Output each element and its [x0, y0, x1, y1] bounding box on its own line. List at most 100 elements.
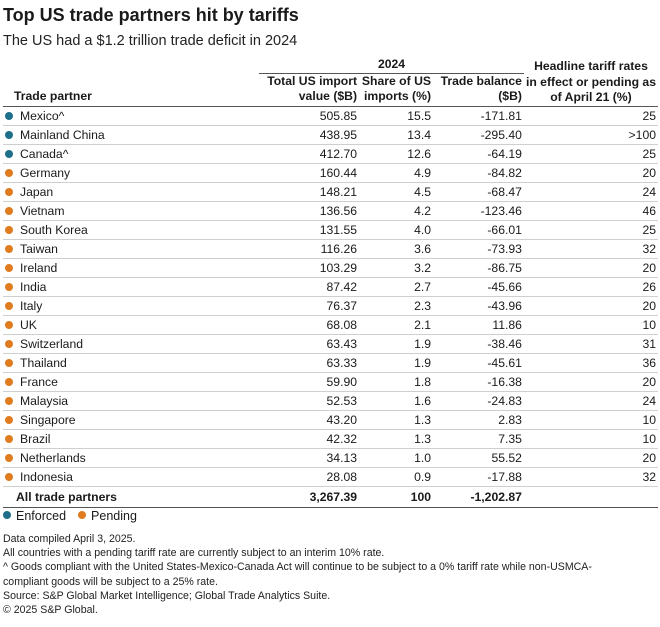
- partner-cell: South Korea: [3, 220, 260, 240]
- pending-status-dot-icon: [5, 358, 13, 367]
- pending-status-dot-icon: [5, 434, 13, 443]
- balance-cell: -66.01: [433, 220, 524, 240]
- table-row: France 59.90 1.8 -16.38 20: [3, 372, 658, 392]
- tariff-cell: 20: [523, 296, 658, 316]
- share-cell: 0.9: [359, 467, 434, 487]
- partner-name: Japan: [20, 185, 54, 199]
- partner-name: Taiwan: [20, 242, 58, 256]
- tariff-cell: 20: [523, 372, 658, 392]
- partner-cell: Singapore: [3, 410, 260, 430]
- trade-partners-table: 2024 Headline tariff rates in effect or …: [3, 56, 658, 508]
- partner-cell: France: [3, 372, 260, 392]
- tariff-cell: 20: [523, 258, 658, 278]
- imports-cell: 34.13: [259, 448, 360, 468]
- tariff-cell: 10: [523, 410, 658, 430]
- balance-cell: -45.61: [433, 353, 524, 373]
- enforced-status-dot-icon: [5, 111, 13, 120]
- share-cell: 1.0: [359, 448, 434, 468]
- balance-cell: -17.88: [433, 467, 524, 487]
- table-row: Switzerland 63.43 1.9 -38.46 31: [3, 334, 658, 354]
- share-cell: 4.2: [359, 201, 434, 221]
- table-row: Japan 148.21 4.5 -68.47 24: [3, 182, 658, 202]
- balance-cell: -43.96: [433, 296, 524, 316]
- balance-cell: 2.83: [433, 410, 524, 430]
- table-body: Mexico^ 505.85 15.5 -171.81 25 Mainland China…: [3, 106, 658, 487]
- tariff-cell: 26: [523, 277, 658, 297]
- imports-cell: 52.53: [259, 391, 360, 411]
- imports-cell: 103.29: [259, 258, 360, 278]
- pending-status-dot-icon: [5, 415, 13, 424]
- partner-name: Switzerland: [20, 337, 83, 351]
- tariff-column-header: Headline tariff rates in effect or pendi…: [523, 56, 658, 107]
- imports-column-header: Total US import value ($B): [259, 73, 360, 107]
- share-cell: 1.3: [359, 410, 434, 430]
- imports-cell: 87.42: [259, 277, 360, 297]
- table-row: Singapore 43.20 1.3 2.83 10: [3, 410, 658, 430]
- share-cell: 12.6: [359, 144, 434, 164]
- share-cell: 2.3: [359, 296, 434, 316]
- share-cell: 1.9: [359, 334, 434, 354]
- partner-name: Ireland: [20, 261, 58, 275]
- imports-cell: 438.95: [259, 125, 360, 145]
- tariff-cell: 32: [523, 239, 658, 259]
- table-row: India 87.42 2.7 -45.66 26: [3, 277, 658, 297]
- enforced-dot-icon: [3, 511, 11, 519]
- table-row: Mainland China 438.95 13.4 -295.40 >100: [3, 125, 658, 145]
- imports-cell: 412.70: [259, 144, 360, 164]
- balance-cell: 7.35: [433, 429, 524, 449]
- pending-status-dot-icon: [5, 339, 13, 348]
- table-row: Vietnam 136.56 4.2 -123.46 46: [3, 201, 658, 221]
- pending-status-dot-icon: [5, 263, 13, 272]
- total-tariff-cell: [523, 486, 658, 508]
- partner-cell: Netherlands: [3, 448, 260, 468]
- total-row: All trade partners 3,267.39 100 -1,202.8…: [3, 486, 658, 508]
- tariff-cell: 10: [523, 315, 658, 335]
- partner-name: UK: [20, 318, 37, 332]
- partner-cell: Mexico^: [3, 106, 260, 126]
- total-share-cell: 100: [359, 486, 434, 508]
- footnote: Data compiled April 3, 2025.: [3, 533, 136, 545]
- imports-cell: 63.43: [259, 334, 360, 354]
- footnote: ^ Goods compliant with the United States…: [3, 561, 592, 574]
- table-row: South Korea 131.55 4.0 -66.01 25: [3, 220, 658, 240]
- partner-cell: Brazil: [3, 429, 260, 449]
- tariff-cell: 20: [523, 448, 658, 468]
- partner-column-header: Trade partner: [3, 73, 260, 107]
- table-row: UK 68.08 2.1 11.86 10: [3, 315, 658, 335]
- partner-cell: Vietnam: [3, 201, 260, 221]
- share-cell: 1.8: [359, 372, 434, 392]
- imports-cell: 131.55: [259, 220, 360, 240]
- table-row: Netherlands 34.13 1.0 55.52 20: [3, 448, 658, 468]
- partner-cell: Ireland: [3, 258, 260, 278]
- page-title: Top US trade partners hit by tariffs: [3, 5, 299, 25]
- footnotes: Data compiled April 3, 2025. All countri…: [3, 532, 653, 617]
- pending-status-dot-icon: [5, 301, 13, 310]
- share-cell: 13.4: [359, 125, 434, 145]
- legend-item-pending: Pending: [78, 509, 137, 523]
- table-row: Malaysia 52.53 1.6 -24.83 24: [3, 391, 658, 411]
- share-cell: 4.9: [359, 163, 434, 183]
- pending-status-dot-icon: [5, 377, 13, 386]
- balance-cell: -38.46: [433, 334, 524, 354]
- group-header-spacer: [3, 56, 259, 74]
- share-cell: 3.2: [359, 258, 434, 278]
- enforced-status-dot-icon: [5, 149, 13, 158]
- partner-name: Germany: [20, 166, 71, 180]
- legend-label-pending: Pending: [91, 509, 137, 523]
- pending-status-dot-icon: [5, 453, 13, 462]
- partner-cell: UK: [3, 315, 260, 335]
- tariff-cell: 32: [523, 467, 658, 487]
- pending-status-dot-icon: [5, 168, 13, 177]
- balance-cell: -68.47: [433, 182, 524, 202]
- imports-cell: 505.85: [259, 106, 360, 126]
- balance-cell: -86.75: [433, 258, 524, 278]
- balance-cell: 11.86: [433, 315, 524, 335]
- pending-status-dot-icon: [5, 282, 13, 291]
- page-subtitle: The US had a $1.2 trillion trade deficit…: [3, 33, 298, 49]
- share-cell: 2.1: [359, 315, 434, 335]
- imports-cell: 68.08: [259, 315, 360, 335]
- tariff-cell: 25: [523, 106, 658, 126]
- share-cell: 4.5: [359, 182, 434, 202]
- share-cell: 1.9: [359, 353, 434, 373]
- legend-label-enforced: Enforced: [16, 509, 67, 523]
